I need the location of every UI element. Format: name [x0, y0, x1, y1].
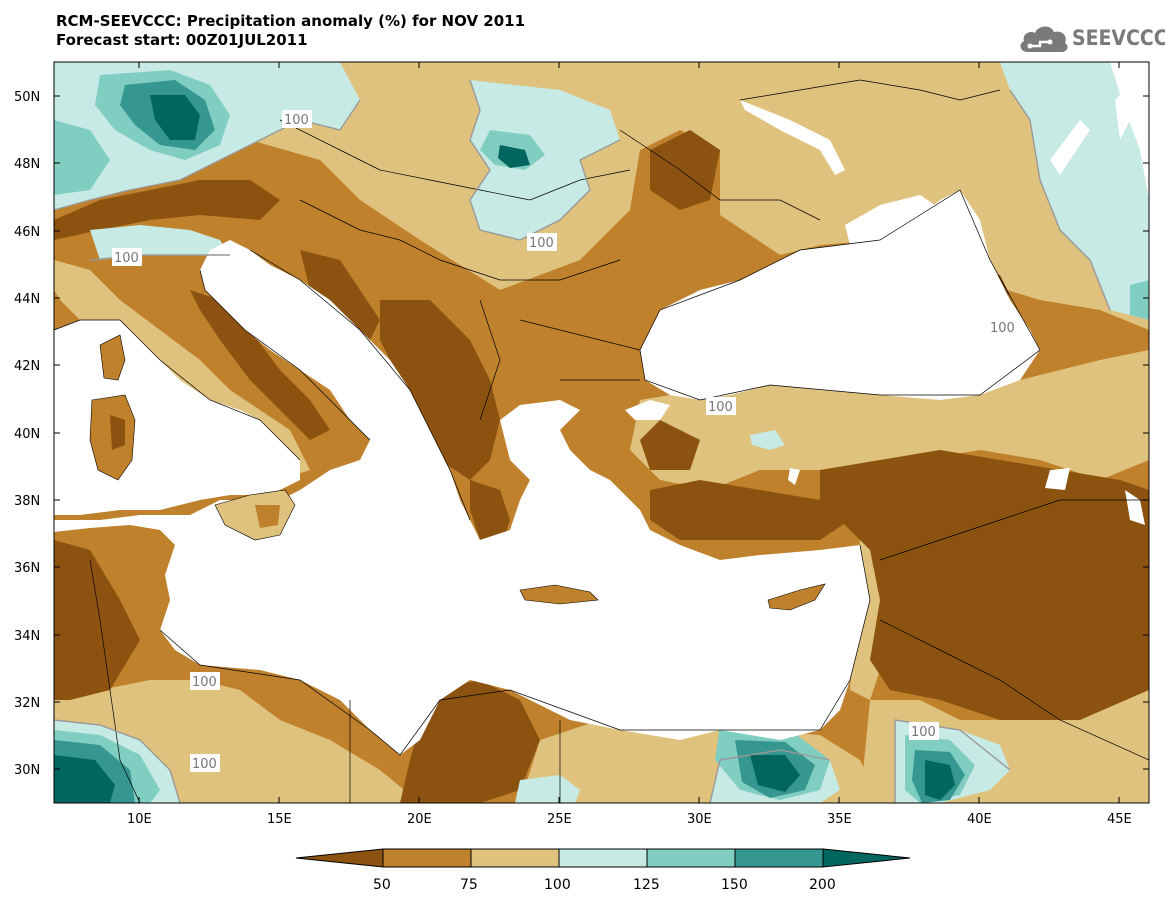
colorbar-125-150	[646, 848, 736, 868]
lat-label: 36N	[14, 561, 40, 576]
contour-labels: 100 100 100 100 100 100 100 100	[112, 110, 1018, 772]
sea-of-azov	[845, 195, 935, 245]
longitude-axis	[138, 62, 1120, 803]
forecast-start: Forecast start: 00Z01JUL2011	[56, 31, 308, 49]
map-plot-area: 100 100 100 100 100 100 100 100	[54, 62, 1149, 803]
colorbar-label: 50	[373, 877, 391, 893]
contour-label: 100	[192, 757, 217, 772]
colorbar-label: 125	[633, 877, 660, 893]
colorbar-label: 200	[809, 877, 836, 893]
contour-label: 100	[114, 251, 139, 266]
colorbar	[295, 848, 911, 868]
title-block: RCM-SEEVCCC: Precipitation anomaly (%) f…	[56, 12, 525, 50]
lat-label: 32N	[14, 696, 40, 711]
crete	[519, 584, 599, 605]
sea-of-marmara	[625, 400, 670, 420]
colorbar-50-75	[382, 848, 472, 868]
colorbar-label: 100	[544, 877, 571, 893]
lon-label: 10E	[127, 812, 152, 827]
contour-label: 100	[911, 725, 936, 740]
lon-label: 35E	[827, 812, 852, 827]
colorbar-labels: 50 75 100 125 150 200	[373, 877, 836, 893]
mediterranean-sea	[54, 240, 870, 755]
colorbar-below-50	[295, 848, 384, 868]
lon-label: 45E	[1107, 812, 1132, 827]
lat-label: 42N	[14, 359, 40, 374]
white-patches	[740, 80, 1145, 525]
lat-label: 50N	[14, 90, 40, 105]
latitude-labels: 50N 48N 46N 44N 42N 40N 38N 36N 34N 32N …	[14, 90, 40, 778]
black-sea	[640, 190, 1040, 400]
cyprus	[767, 583, 826, 611]
colorbar-above-200	[822, 848, 911, 868]
sardinia-core	[110, 415, 125, 450]
sicily-core	[255, 505, 280, 528]
borders	[54, 79, 1149, 803]
lon-label: 40E	[967, 812, 992, 827]
contour-label: 100	[990, 321, 1015, 336]
lat-label: 48N	[14, 157, 40, 172]
lon-label: 30E	[687, 812, 712, 827]
colorbar-100-125	[558, 848, 648, 868]
colorbar-75-100	[470, 848, 560, 868]
islands	[89, 334, 826, 611]
seevccc-logo: SEEVCCC	[1018, 22, 1165, 56]
cloud-icon	[1020, 26, 1068, 52]
lat-label: 38N	[14, 494, 40, 509]
lat-label: 46N	[14, 225, 40, 240]
anomaly-above-200-regions	[54, 95, 955, 803]
lat-label: 44N	[14, 292, 40, 307]
lat-label: 30N	[14, 763, 40, 778]
anomaly-below-50-regions	[54, 130, 1149, 803]
lon-label: 25E	[547, 812, 572, 827]
colorbar-label: 150	[721, 877, 748, 893]
logo-text: SEEVCCC	[1072, 26, 1165, 50]
contour-label: 100	[284, 113, 309, 128]
map-title: RCM-SEEVCCC: Precipitation anomaly (%) f…	[56, 12, 526, 30]
latitude-axis	[54, 95, 1149, 770]
lon-label: 20E	[407, 812, 432, 827]
colorbar-150-200	[734, 848, 824, 868]
contour-label: 100	[529, 236, 554, 251]
lon-label: 15E	[267, 812, 292, 827]
contour-label: 100	[192, 675, 217, 690]
sicily	[214, 489, 296, 541]
contour-label: 100	[708, 400, 733, 415]
corsica	[99, 334, 126, 381]
longitude-labels: 10E 15E 20E 25E 30E 35E 40E 45E	[127, 812, 1132, 827]
colorbar-label: 75	[460, 877, 478, 893]
lat-label: 34N	[14, 629, 40, 644]
lat-label: 40N	[14, 427, 40, 442]
